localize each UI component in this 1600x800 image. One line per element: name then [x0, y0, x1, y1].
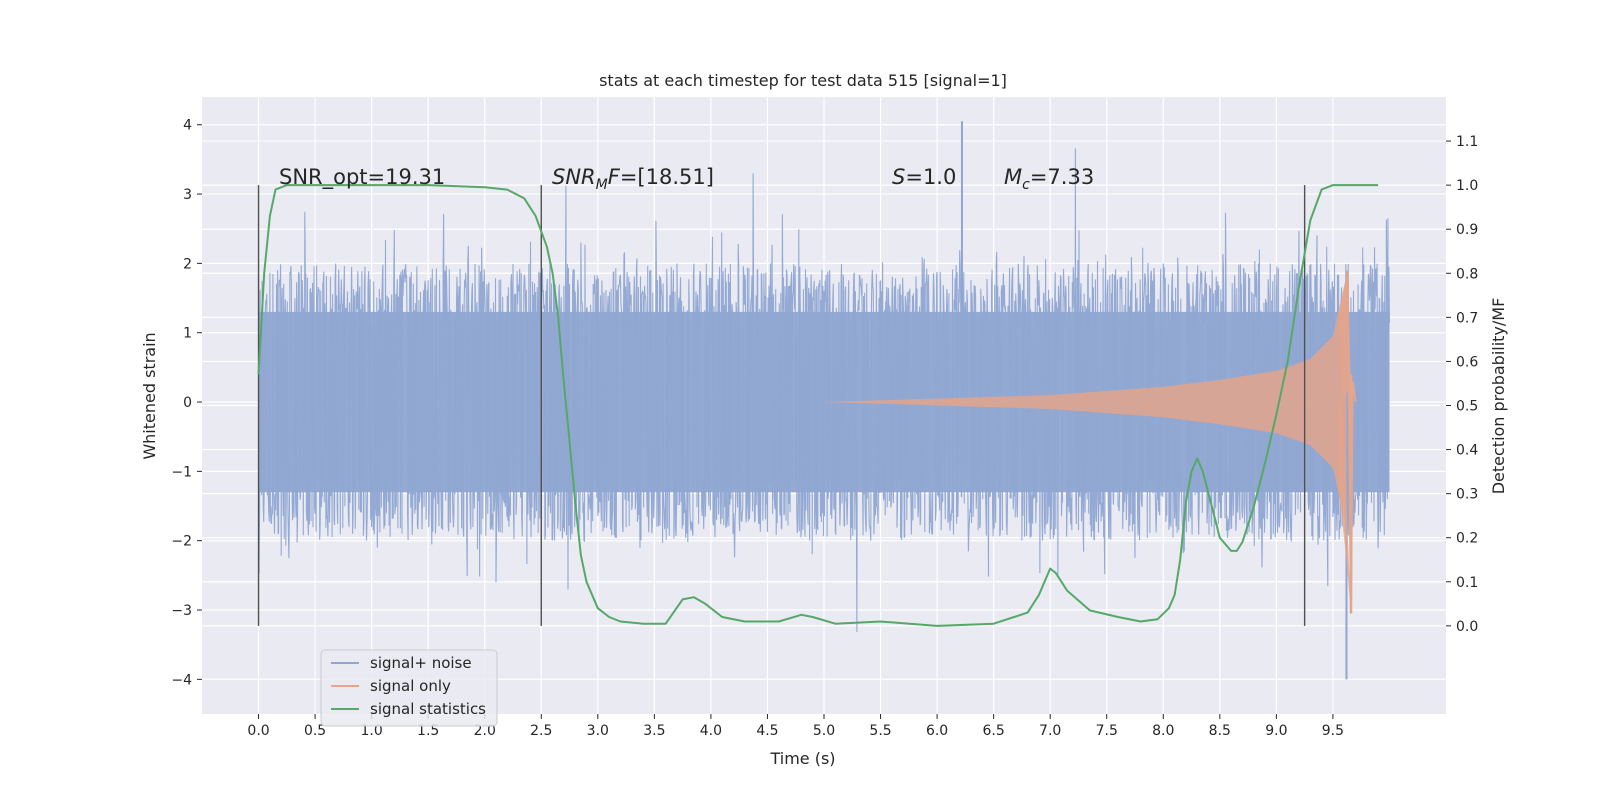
y-left-tick-label: −1 [171, 464, 192, 480]
mc-value: =7.33 [1030, 165, 1094, 189]
legend-label-signal-only: signal only [370, 677, 451, 695]
y-right-tick-label: 0.8 [1456, 266, 1478, 282]
x-tick-label: 0.0 [247, 723, 269, 739]
x-tick-label: 4.0 [700, 723, 722, 739]
annotation-mc: Mc=7.33 [1004, 165, 1094, 193]
x-tick-label: 1.5 [417, 723, 439, 739]
annotation-snr-mf: SNRMF=[18.51] [552, 165, 714, 193]
y-left-tick-label: 3 [183, 187, 192, 203]
x-tick-label: 0.5 [304, 723, 326, 739]
mc-subscript: c [1022, 177, 1030, 193]
y-right-tick-label: 0.7 [1456, 310, 1478, 326]
snr-mf-value: =[18.51] [620, 165, 714, 189]
y-right-tick-label: 1.1 [1456, 134, 1478, 150]
y-right-tick-label: 0.5 [1456, 399, 1478, 415]
y-right-tick-label: 0.1 [1456, 575, 1478, 591]
s-symbol: S [892, 165, 905, 189]
signal-merger-fill [1338, 270, 1351, 614]
x-tick-label: 7.0 [1039, 723, 1061, 739]
y-right-tick-label: 1.0 [1456, 178, 1478, 194]
y-right-tick-label: 0.2 [1456, 531, 1478, 547]
y-left-tick-label: 2 [183, 256, 192, 272]
y-right-tick-label: 0.0 [1456, 619, 1478, 635]
annotation-snr-opt: SNR_opt=19.31 [279, 165, 445, 190]
y-left-tick-label: −3 [171, 603, 192, 619]
x-axis-label: Time (s) [769, 749, 835, 768]
x-tick-label: 6.5 [983, 723, 1005, 739]
signal-envelope [824, 275, 1347, 529]
y-right-tick-label: 0.9 [1456, 222, 1478, 238]
y-right-tick-label: 0.3 [1456, 487, 1478, 503]
annotation-s: S=1.0 [892, 165, 956, 189]
y-left-tick-label: 4 [183, 118, 192, 134]
x-tick-label: 8.0 [1152, 723, 1174, 739]
x-tick-label: 3.5 [643, 723, 665, 739]
mc-symbol: M [1004, 165, 1022, 189]
x-tick-label: 4.5 [756, 723, 778, 739]
legend-box [320, 649, 498, 727]
x-tick-label: 9.5 [1322, 723, 1344, 739]
statistics-line [257, 184, 1379, 627]
s-value: =1.0 [905, 165, 956, 189]
y-left-tick-label: 1 [183, 326, 192, 342]
x-tick-label: 8.5 [1209, 723, 1231, 739]
x-tick-label: 5.0 [813, 723, 835, 739]
x-tick-label: 6.0 [926, 723, 948, 739]
y-axis-left-ticks: 4 3 2 1 0 −1 −2 −3 −4 [171, 118, 202, 688]
x-tick-label: 7.5 [1096, 723, 1118, 739]
snr-mf-symbol: SNR [552, 165, 596, 189]
statistics-series [257, 184, 1379, 627]
snr-mf-subscript: M [596, 177, 608, 193]
x-tick-label: 1.0 [361, 723, 383, 739]
x-tick-label: 5.5 [869, 723, 891, 739]
x-tick-label: 2.0 [474, 723, 496, 739]
snr-mf-symbol-rest: F [608, 165, 621, 189]
y-right-tick-label: 0.4 [1456, 443, 1478, 459]
legend: signal+ noise signal only signal statist… [320, 649, 498, 727]
x-tick-label: 3.0 [587, 723, 609, 739]
noise-trace [257, 148, 1391, 633]
chart-title: stats at each timestep for test data 515… [599, 71, 1007, 90]
y-axis-left-label: Whitened strain [140, 332, 159, 459]
y-right-tick-label: 0.6 [1456, 354, 1478, 370]
y-axis-right-ticks: 1.1 1.0 0.9 0.8 0.7 0.6 0.5 0.4 0.3 0.2 0.1 0.0 [1446, 134, 1478, 635]
legend-label-signal-noise: signal+ noise [370, 654, 472, 672]
legend-label-signal-statistics: signal statistics [370, 700, 486, 718]
y-left-tick-label: −4 [171, 672, 192, 688]
x-tick-label: 2.5 [530, 723, 552, 739]
x-axis-ticks: 0.0 0.5 1.0 1.5 2.0 2.5 3.0 3.5 4.0 4.5 5.0 5.5 6.0 6… [247, 714, 1344, 739]
x-tick-label: 9.0 [1265, 723, 1287, 739]
signal-series [824, 270, 1357, 614]
y-left-tick-label: 0 [183, 395, 192, 411]
y-axis-right-label: Detection probability/MF [1489, 298, 1508, 495]
y-left-tick-label: −2 [171, 534, 192, 550]
